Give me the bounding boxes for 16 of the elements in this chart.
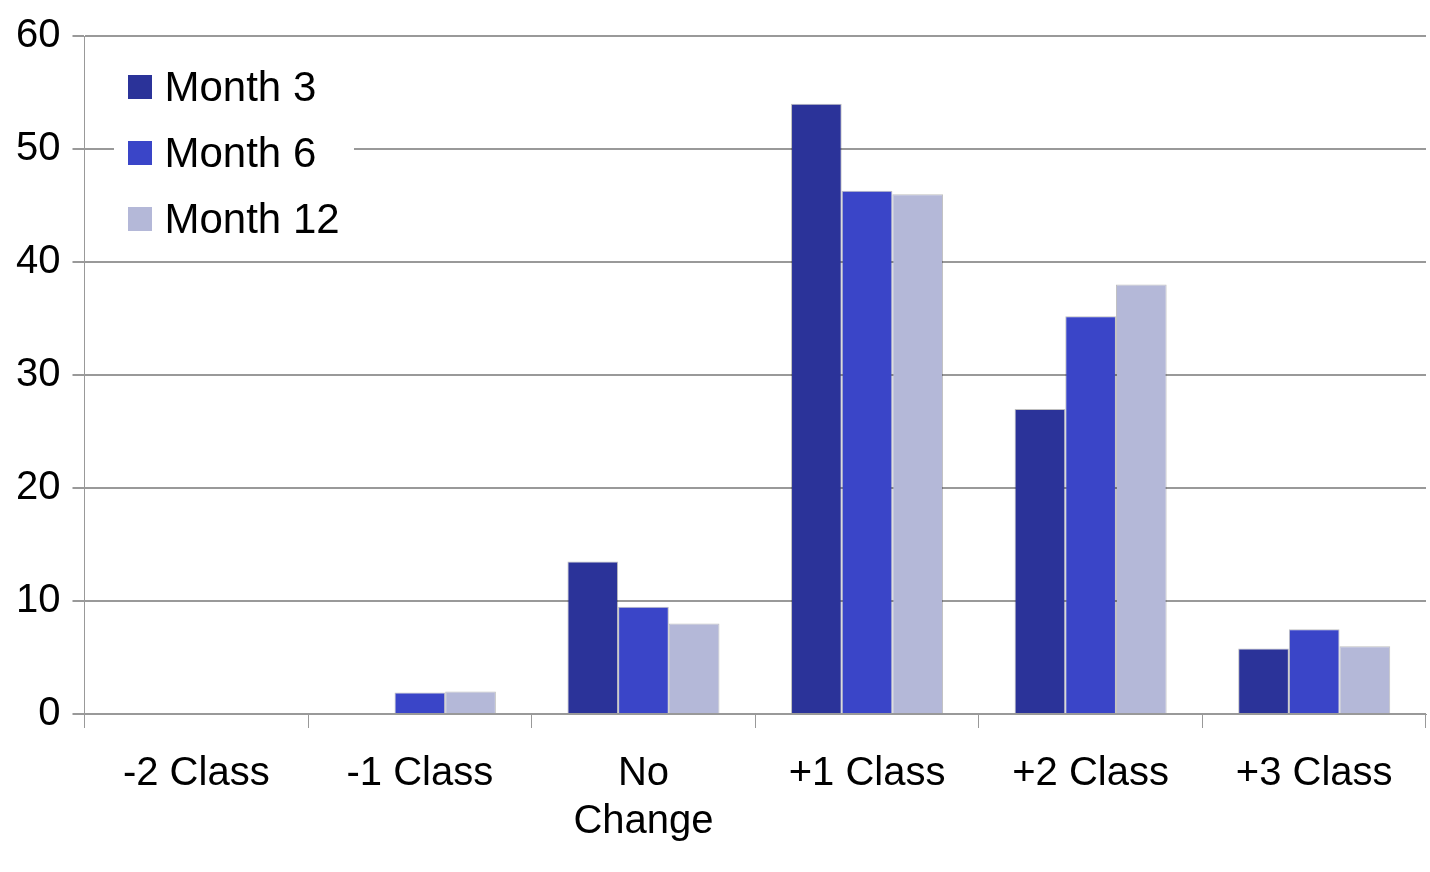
y-tick-label: 60 <box>15 11 61 56</box>
x-tick-label: +2 Class <box>1012 749 1169 794</box>
y-tick-label: 50 <box>15 124 61 169</box>
x-tick-label: No Change <box>573 749 714 842</box>
legend-label: Month 3 <box>164 62 317 112</box>
x-tick-label: -2 Class <box>122 749 270 794</box>
y-tick-label: 40 <box>15 237 61 282</box>
x-tick-label: +1 Class <box>788 749 946 794</box>
legend-label: Month 12 <box>164 194 340 244</box>
y-tick-label: 10 <box>15 576 61 621</box>
y-tick-label: 20 <box>15 463 61 508</box>
y-tick-label: 0 <box>38 689 61 734</box>
legend-label: Month 6 <box>164 128 317 178</box>
x-tick-label: +3 Class <box>1235 749 1393 794</box>
y-tick-label: 30 <box>15 350 61 395</box>
x-tick-label: -1 Class <box>346 749 494 794</box>
